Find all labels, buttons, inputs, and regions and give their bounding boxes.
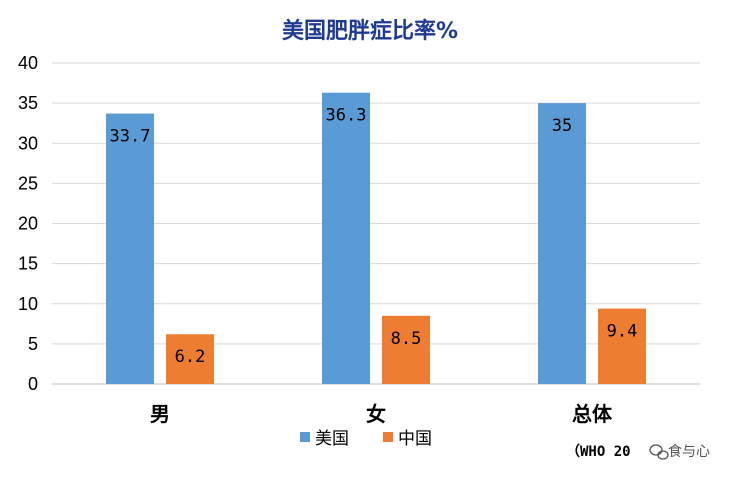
gridlines	[52, 62, 700, 385]
legend-label: 美国	[315, 429, 349, 449]
y-tick-label: 10	[18, 294, 38, 314]
bar-1-2	[598, 308, 646, 384]
y-tick-label: 40	[18, 53, 38, 73]
x-axis-ticks: 男 女 总体	[150, 402, 613, 426]
bar-0-2	[538, 103, 586, 384]
bars	[106, 92, 646, 385]
bar-0-1	[322, 92, 370, 384]
bar-1-0	[166, 334, 214, 384]
x-tick-label: 男	[150, 402, 170, 426]
data-label: 8.5	[391, 329, 422, 349]
x-tick-label: 女	[366, 402, 386, 426]
legend-swatch	[300, 432, 310, 442]
chart-title: 美国肥胖症比率%	[282, 18, 458, 44]
data-label: 35	[552, 116, 572, 136]
y-axis-ticks: 0 5 10 15 20 25 30 35 40	[18, 53, 38, 394]
bar-0-0	[106, 113, 154, 385]
y-tick-label: 15	[18, 254, 38, 274]
legend-swatch	[383, 432, 393, 442]
y-tick-label: 5	[28, 334, 38, 354]
data-label: 9.4	[607, 322, 638, 342]
watermark-text: 食与心	[668, 443, 710, 460]
data-label: 6.2	[175, 347, 206, 367]
legend: 美国 中国	[300, 429, 432, 449]
watermark: 食与心	[649, 443, 710, 460]
data-labels: 33.7 6.2 36.3 8.5 35 9.4	[110, 106, 638, 368]
data-label: 33.7	[110, 127, 151, 147]
y-tick-label: 35	[18, 93, 38, 113]
x-tick-label: 总体	[572, 402, 613, 426]
y-tick-label: 25	[18, 173, 38, 193]
legend-label: 中国	[398, 429, 432, 449]
bar-1-1	[382, 315, 430, 384]
y-tick-label: 0	[28, 374, 38, 394]
wechat-icon	[649, 444, 669, 460]
y-tick-label: 30	[18, 133, 38, 153]
data-label: 36.3	[326, 106, 367, 126]
y-tick-label: 20	[18, 214, 38, 234]
source-note: （WHO 20	[566, 444, 631, 460]
